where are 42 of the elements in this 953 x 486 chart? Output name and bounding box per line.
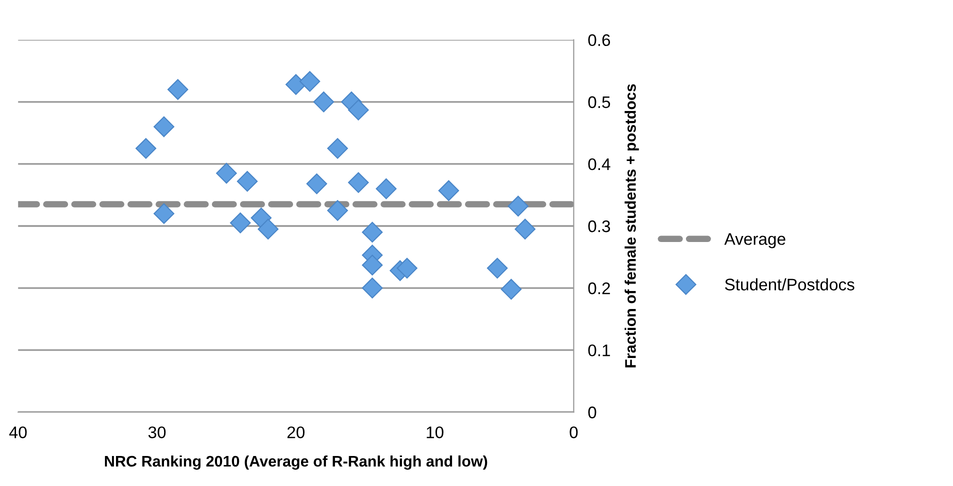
point	[514, 218, 536, 240]
point	[313, 92, 334, 112]
y-tick-label: 0.2	[588, 282, 610, 294]
point	[136, 138, 156, 159]
point	[306, 173, 328, 194]
legend-label: Student/Postdocs	[725, 278, 854, 290]
point	[327, 138, 348, 159]
legend-label: Average	[724, 233, 786, 248]
point	[230, 212, 251, 234]
point	[348, 172, 369, 193]
y-tick-label: 0.4	[588, 158, 610, 170]
point	[258, 218, 278, 240]
point	[236, 170, 258, 192]
point	[508, 196, 529, 217]
y-tick-label: 0	[588, 406, 596, 418]
x-tick-label: 0	[570, 426, 578, 438]
y-axis-title: Fraction of female students + postdocs	[624, 84, 639, 368]
point	[216, 162, 237, 184]
x-tick-label: 40	[9, 426, 27, 438]
x-tick-label: 10	[426, 426, 444, 438]
point	[486, 258, 508, 279]
point	[376, 178, 397, 200]
point	[362, 254, 383, 276]
x-axis-title: NRC Ranking 2010 (Average of R-Rank high and low)	[104, 455, 488, 470]
point	[154, 203, 174, 224]
point	[438, 180, 460, 201]
x-tick-label: 20	[287, 426, 305, 438]
point	[154, 116, 174, 138]
point	[500, 278, 522, 300]
x-tick-label: 30	[148, 426, 166, 438]
point	[362, 222, 383, 243]
y-tick-label: 0.3	[588, 220, 610, 232]
point	[348, 100, 369, 120]
y-tick-label: 0.6	[588, 34, 610, 46]
point	[167, 79, 188, 100]
point	[362, 278, 383, 298]
point	[327, 200, 348, 221]
y-tick-label: 0.1	[588, 344, 610, 356]
y-tick-label: 0.5	[588, 96, 610, 108]
point	[286, 74, 306, 95]
point	[396, 258, 418, 279]
point	[299, 71, 320, 92]
